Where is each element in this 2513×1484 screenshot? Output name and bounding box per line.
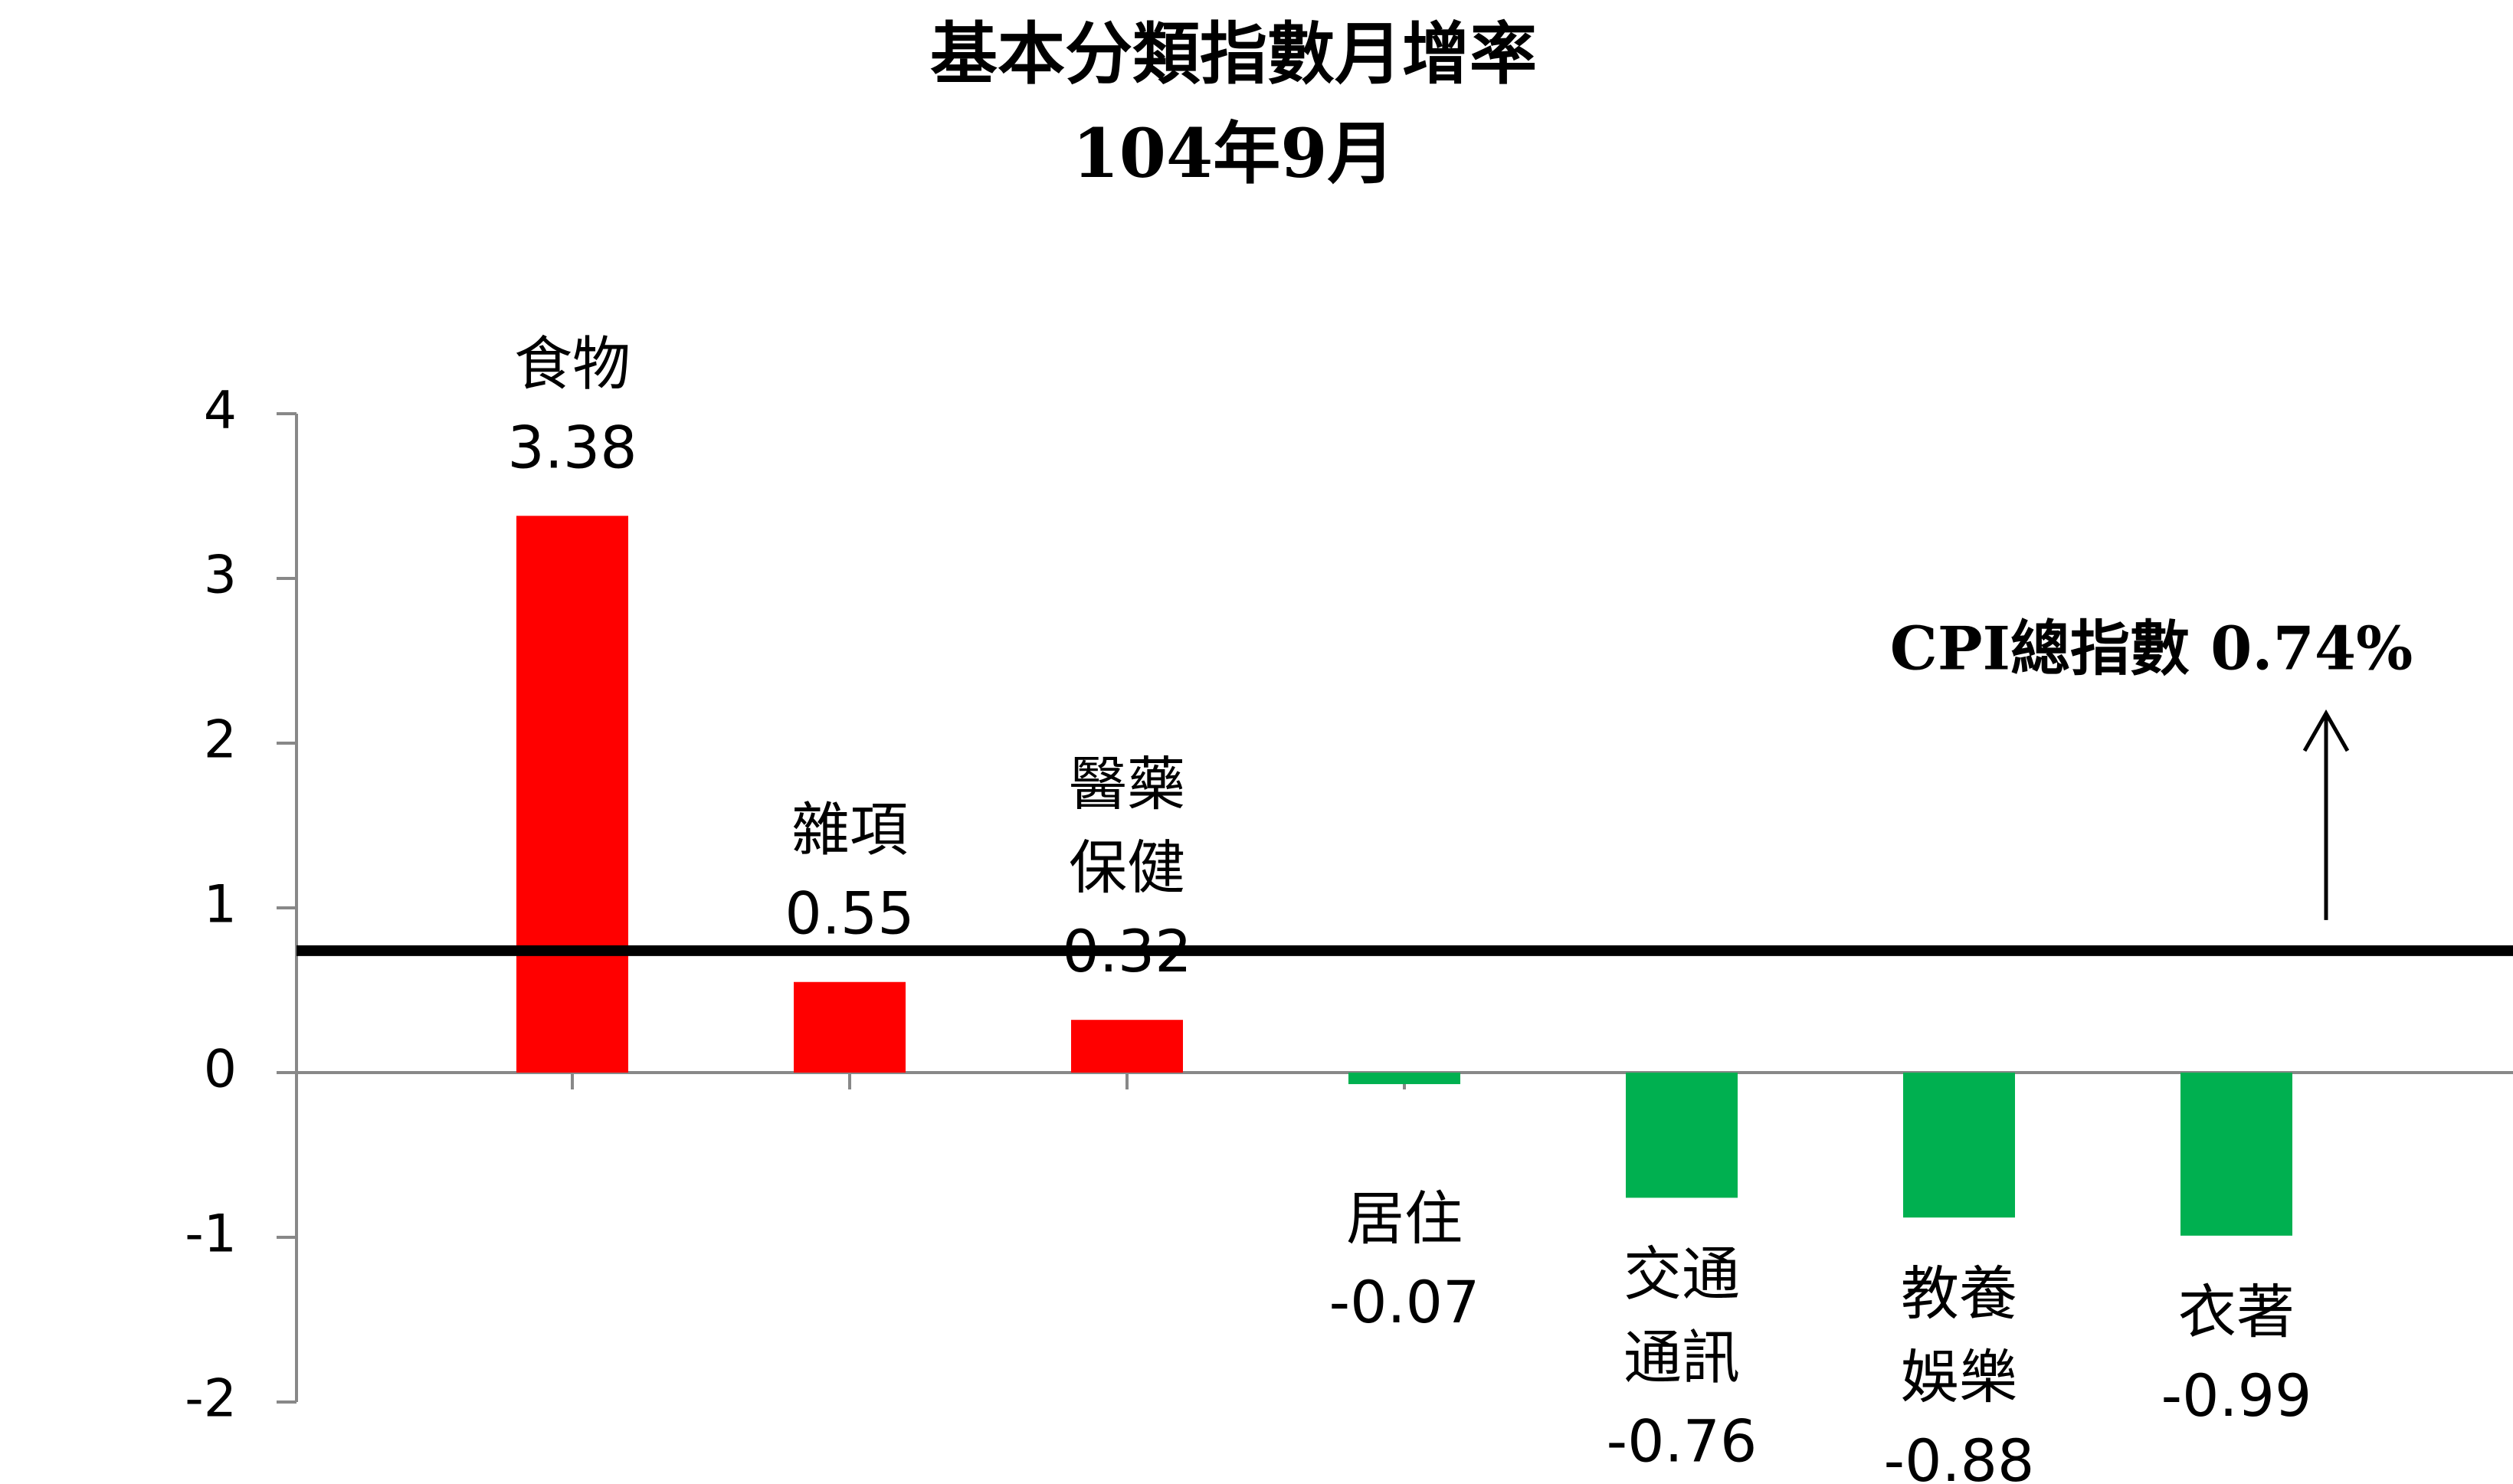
bar (516, 516, 628, 1073)
category-label: 衣著 (2178, 1278, 2295, 1346)
y-tick-label: -1 (185, 1204, 237, 1265)
category-label: 居住 (1346, 1184, 1463, 1253)
value-label: -0.88 (1884, 1427, 2035, 1484)
y-tick-label: 0 (204, 1040, 237, 1100)
y-tick-label: 2 (204, 710, 237, 771)
reference-label: CPI總指數 0.74% (1890, 614, 2413, 684)
value-label: -0.99 (2161, 1361, 2312, 1430)
y-tick-label: -2 (185, 1369, 237, 1430)
bar (794, 981, 906, 1073)
y-tick-label: 1 (204, 875, 237, 935)
chart-title: 基本分類指數月增率 (930, 14, 1537, 93)
category-label: 雜項 (791, 796, 908, 864)
arrow (2302, 709, 2350, 920)
value-label: 3.38 (507, 413, 637, 481)
category-label: 保健 (1069, 834, 1185, 902)
bar (1071, 1020, 1183, 1073)
value-label: -0.76 (1607, 1407, 1758, 1475)
y-tick-label: 4 (204, 381, 237, 441)
y-tick-label: 3 (204, 545, 237, 606)
category-label: 交通 (1623, 1240, 1740, 1308)
chart-subtitle: 104年9月 (1073, 113, 1395, 193)
bar (2180, 1073, 2292, 1236)
value-label: -0.07 (1329, 1268, 1480, 1336)
category-label: 娛樂 (1901, 1343, 2017, 1411)
category-label: 醫藥 (1069, 750, 1185, 818)
bar (1903, 1073, 2015, 1218)
category-label: 教養 (1901, 1260, 2017, 1328)
value-label: 0.55 (785, 880, 914, 948)
category-label: 通訊 (1623, 1323, 1740, 1391)
bar (1348, 1073, 1460, 1085)
bar (1626, 1073, 1738, 1198)
category-label: 食物 (514, 329, 631, 398)
